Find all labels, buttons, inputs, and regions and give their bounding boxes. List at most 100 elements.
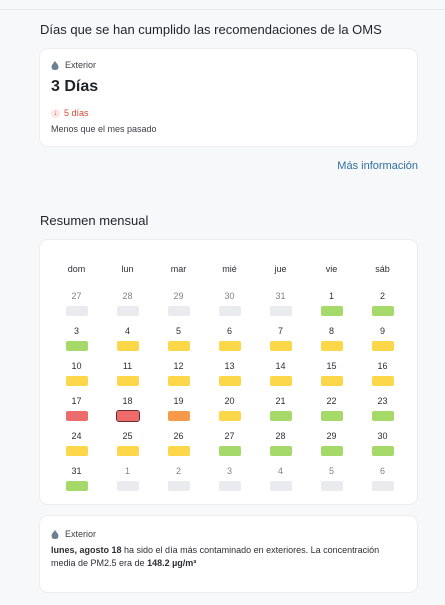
calendar-day[interactable]: 24 xyxy=(51,430,102,458)
calendar-day[interactable]: 14 xyxy=(255,360,306,388)
weekday-header: jue xyxy=(274,264,287,274)
calendar-day[interactable]: 12 xyxy=(153,360,204,388)
calendar-day-number: 31 xyxy=(275,291,286,301)
calendar-day[interactable]: 21 xyxy=(255,395,306,423)
calendar-day: 29 xyxy=(153,290,204,318)
calendar-day-number: 1 xyxy=(124,466,130,476)
calendar-day-number: 29 xyxy=(173,291,184,301)
calendar-day-number: 7 xyxy=(277,326,283,336)
weekday-header: vie xyxy=(325,264,338,274)
calendar-day[interactable]: 28 xyxy=(255,430,306,458)
calendar-day-number: 9 xyxy=(379,326,385,336)
calendar-day-number: 20 xyxy=(224,396,235,406)
weekday-header: dom xyxy=(67,264,86,274)
calendar-day-number: 5 xyxy=(175,326,181,336)
calendar-day-number: 2 xyxy=(379,291,385,301)
calendar-day-number: 25 xyxy=(122,431,133,441)
air-quality-chip xyxy=(371,411,394,421)
air-quality-chip xyxy=(269,341,292,351)
who-section-title: Días que se han cumplido las recomendaci… xyxy=(40,22,382,37)
air-quality-chip xyxy=(167,341,190,351)
delta-value: 5 días xyxy=(64,108,89,118)
air-quality-chip xyxy=(167,306,190,316)
air-quality-chip xyxy=(320,306,343,316)
calendar-day-number: 11 xyxy=(122,361,133,371)
calendar-day-number: 13 xyxy=(224,361,235,371)
calendar-day[interactable]: 3 xyxy=(51,325,102,353)
calendar-day[interactable]: 11 xyxy=(102,360,153,388)
calendar-day[interactable]: 1 xyxy=(306,290,357,318)
calendar-day[interactable]: 22 xyxy=(306,395,357,423)
calendar-day[interactable]: 25 xyxy=(102,430,153,458)
calendar-day-number: 6 xyxy=(226,326,232,336)
calendar-day[interactable]: 4 xyxy=(102,325,153,353)
calendar-day[interactable]: 2 xyxy=(357,290,408,318)
calendar-day-number: 18 xyxy=(122,396,133,406)
calendar-day[interactable]: 10 xyxy=(51,360,102,388)
location-row: Exterior xyxy=(51,60,96,70)
droplet-icon xyxy=(51,529,59,539)
calendar-day[interactable]: 6 xyxy=(204,325,255,353)
air-quality-chip xyxy=(269,411,292,421)
air-quality-chip xyxy=(167,481,190,491)
air-quality-chip xyxy=(167,411,190,421)
calendar-day[interactable]: 18 xyxy=(102,395,153,423)
location-row: Exterior xyxy=(51,529,96,539)
calendar-day[interactable]: 9 xyxy=(357,325,408,353)
calendar-day-number: 30 xyxy=(224,291,235,301)
air-quality-chip xyxy=(65,341,88,351)
calendar-day-number: 27 xyxy=(71,291,82,301)
location-label: Exterior xyxy=(65,529,97,539)
calendar-day[interactable]: 19 xyxy=(153,395,204,423)
calendar-day[interactable]: 29 xyxy=(306,430,357,458)
calendar-day: 4 xyxy=(255,465,306,493)
monthly-summary-title: Resumen mensual xyxy=(40,213,149,228)
comparison-text: Menos que el mes pasado xyxy=(51,124,157,134)
calendar-day: 2 xyxy=(153,465,204,493)
calendar-day[interactable]: 15 xyxy=(306,360,357,388)
calendar-day[interactable]: 31 xyxy=(51,465,102,493)
worst-day-text: ha sido el día más contaminado en exteri… xyxy=(51,545,380,568)
air-quality-chip xyxy=(167,376,190,386)
air-quality-chip xyxy=(65,446,88,456)
air-quality-chip xyxy=(218,446,241,456)
weekday-header: mar xyxy=(170,264,187,274)
calendar-day-number: 29 xyxy=(326,431,337,441)
calendar-day[interactable]: 23 xyxy=(357,395,408,423)
calendar-day[interactable]: 17 xyxy=(51,395,102,423)
air-quality-chip xyxy=(371,446,394,456)
monthly-calendar: dom lun mar mié jue vie sáb 27 28 29 30 31 1 2 3 4 5 6 7 8 9… xyxy=(40,240,417,504)
calendar-day[interactable]: 20 xyxy=(204,395,255,423)
calendar-day[interactable]: 8 xyxy=(306,325,357,353)
weekday-header: lun xyxy=(121,264,134,274)
air-quality-chip xyxy=(167,446,190,456)
calendar-day-number: 30 xyxy=(377,431,388,441)
calendar-day: 6 xyxy=(357,465,408,493)
air-quality-chip xyxy=(269,446,292,456)
air-quality-chip xyxy=(65,411,88,421)
air-quality-chip xyxy=(116,306,139,316)
top-divider xyxy=(0,0,445,10)
air-quality-chip xyxy=(116,446,139,456)
air-quality-chip xyxy=(269,481,292,491)
calendar-day[interactable]: 27 xyxy=(204,430,255,458)
air-quality-chip xyxy=(116,341,139,351)
calendar-day[interactable]: 7 xyxy=(255,325,306,353)
calendar-day-number: 3 xyxy=(73,326,79,336)
calendar-day-number: 5 xyxy=(328,466,334,476)
air-quality-chip xyxy=(371,481,394,491)
who-days-value: 3 Días xyxy=(51,78,99,95)
calendar-day[interactable]: 30 xyxy=(357,430,408,458)
calendar-day-number: 4 xyxy=(277,466,283,476)
more-info-link[interactable]: Más información xyxy=(337,160,418,172)
air-quality-chip xyxy=(218,306,241,316)
calendar-day[interactable]: 5 xyxy=(153,325,204,353)
calendar-day-number: 16 xyxy=(377,361,388,371)
calendar-day[interactable]: 13 xyxy=(204,360,255,388)
arrow-down-icon: ↓ xyxy=(51,108,60,118)
air-quality-chip xyxy=(320,446,343,456)
calendar-day[interactable]: 26 xyxy=(153,430,204,458)
air-quality-chip xyxy=(320,481,343,491)
calendar-day[interactable]: 16 xyxy=(357,360,408,388)
who-stat-card: Exterior 3 Días ↓ 5 días Menos que el me… xyxy=(40,49,417,146)
